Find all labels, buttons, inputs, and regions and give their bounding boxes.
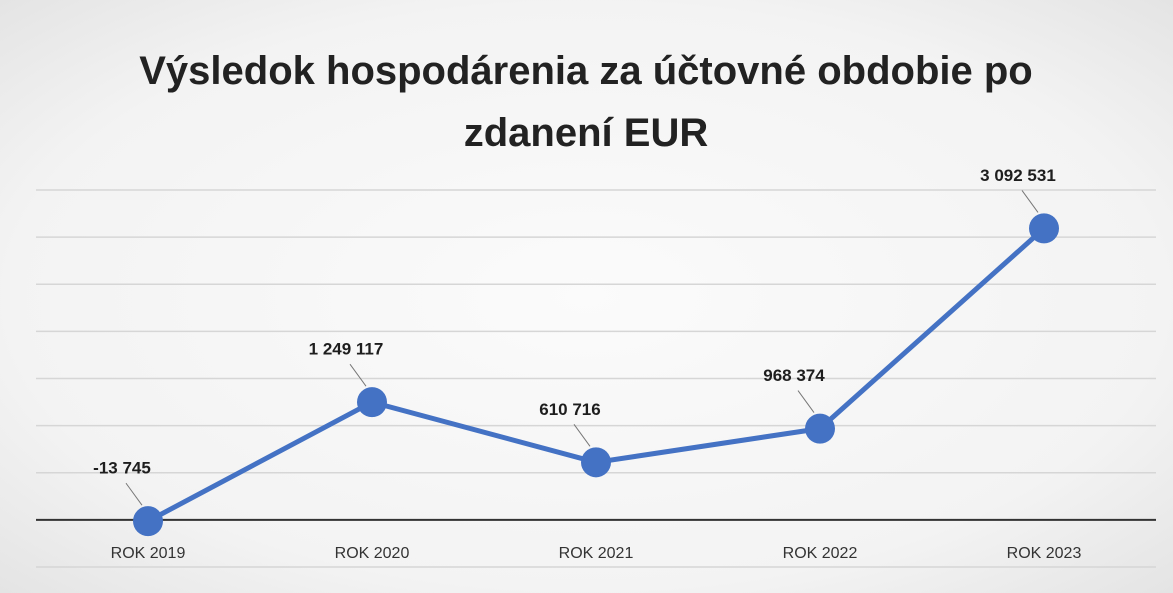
leader-line <box>125 482 143 506</box>
marker <box>133 506 163 537</box>
chart-title: Výsledok hospodárenia za účtovné obdobie… <box>139 49 1033 155</box>
x-tick-label: ROK 2022 <box>783 545 858 562</box>
x-tick-label: ROK 2020 <box>335 545 410 562</box>
leader-line <box>573 424 591 447</box>
value-label: 3 092 531 <box>980 166 1056 185</box>
x-tick-label: ROK 2023 <box>1007 545 1082 562</box>
value-label: -13 745 <box>93 459 151 478</box>
value-label: 1 249 117 <box>309 340 384 359</box>
value-label: 610 716 <box>539 400 600 419</box>
leader-line <box>1021 190 1039 213</box>
x-tick-label: ROK 2021 <box>559 545 634 562</box>
marker <box>581 447 611 478</box>
x-tick-label: ROK 2019 <box>111 545 186 562</box>
marker <box>357 387 387 418</box>
leader-line <box>797 390 815 413</box>
value-label: 968 374 <box>763 366 825 385</box>
marker <box>805 413 835 444</box>
marker <box>1029 213 1059 244</box>
leader-line <box>349 363 367 387</box>
